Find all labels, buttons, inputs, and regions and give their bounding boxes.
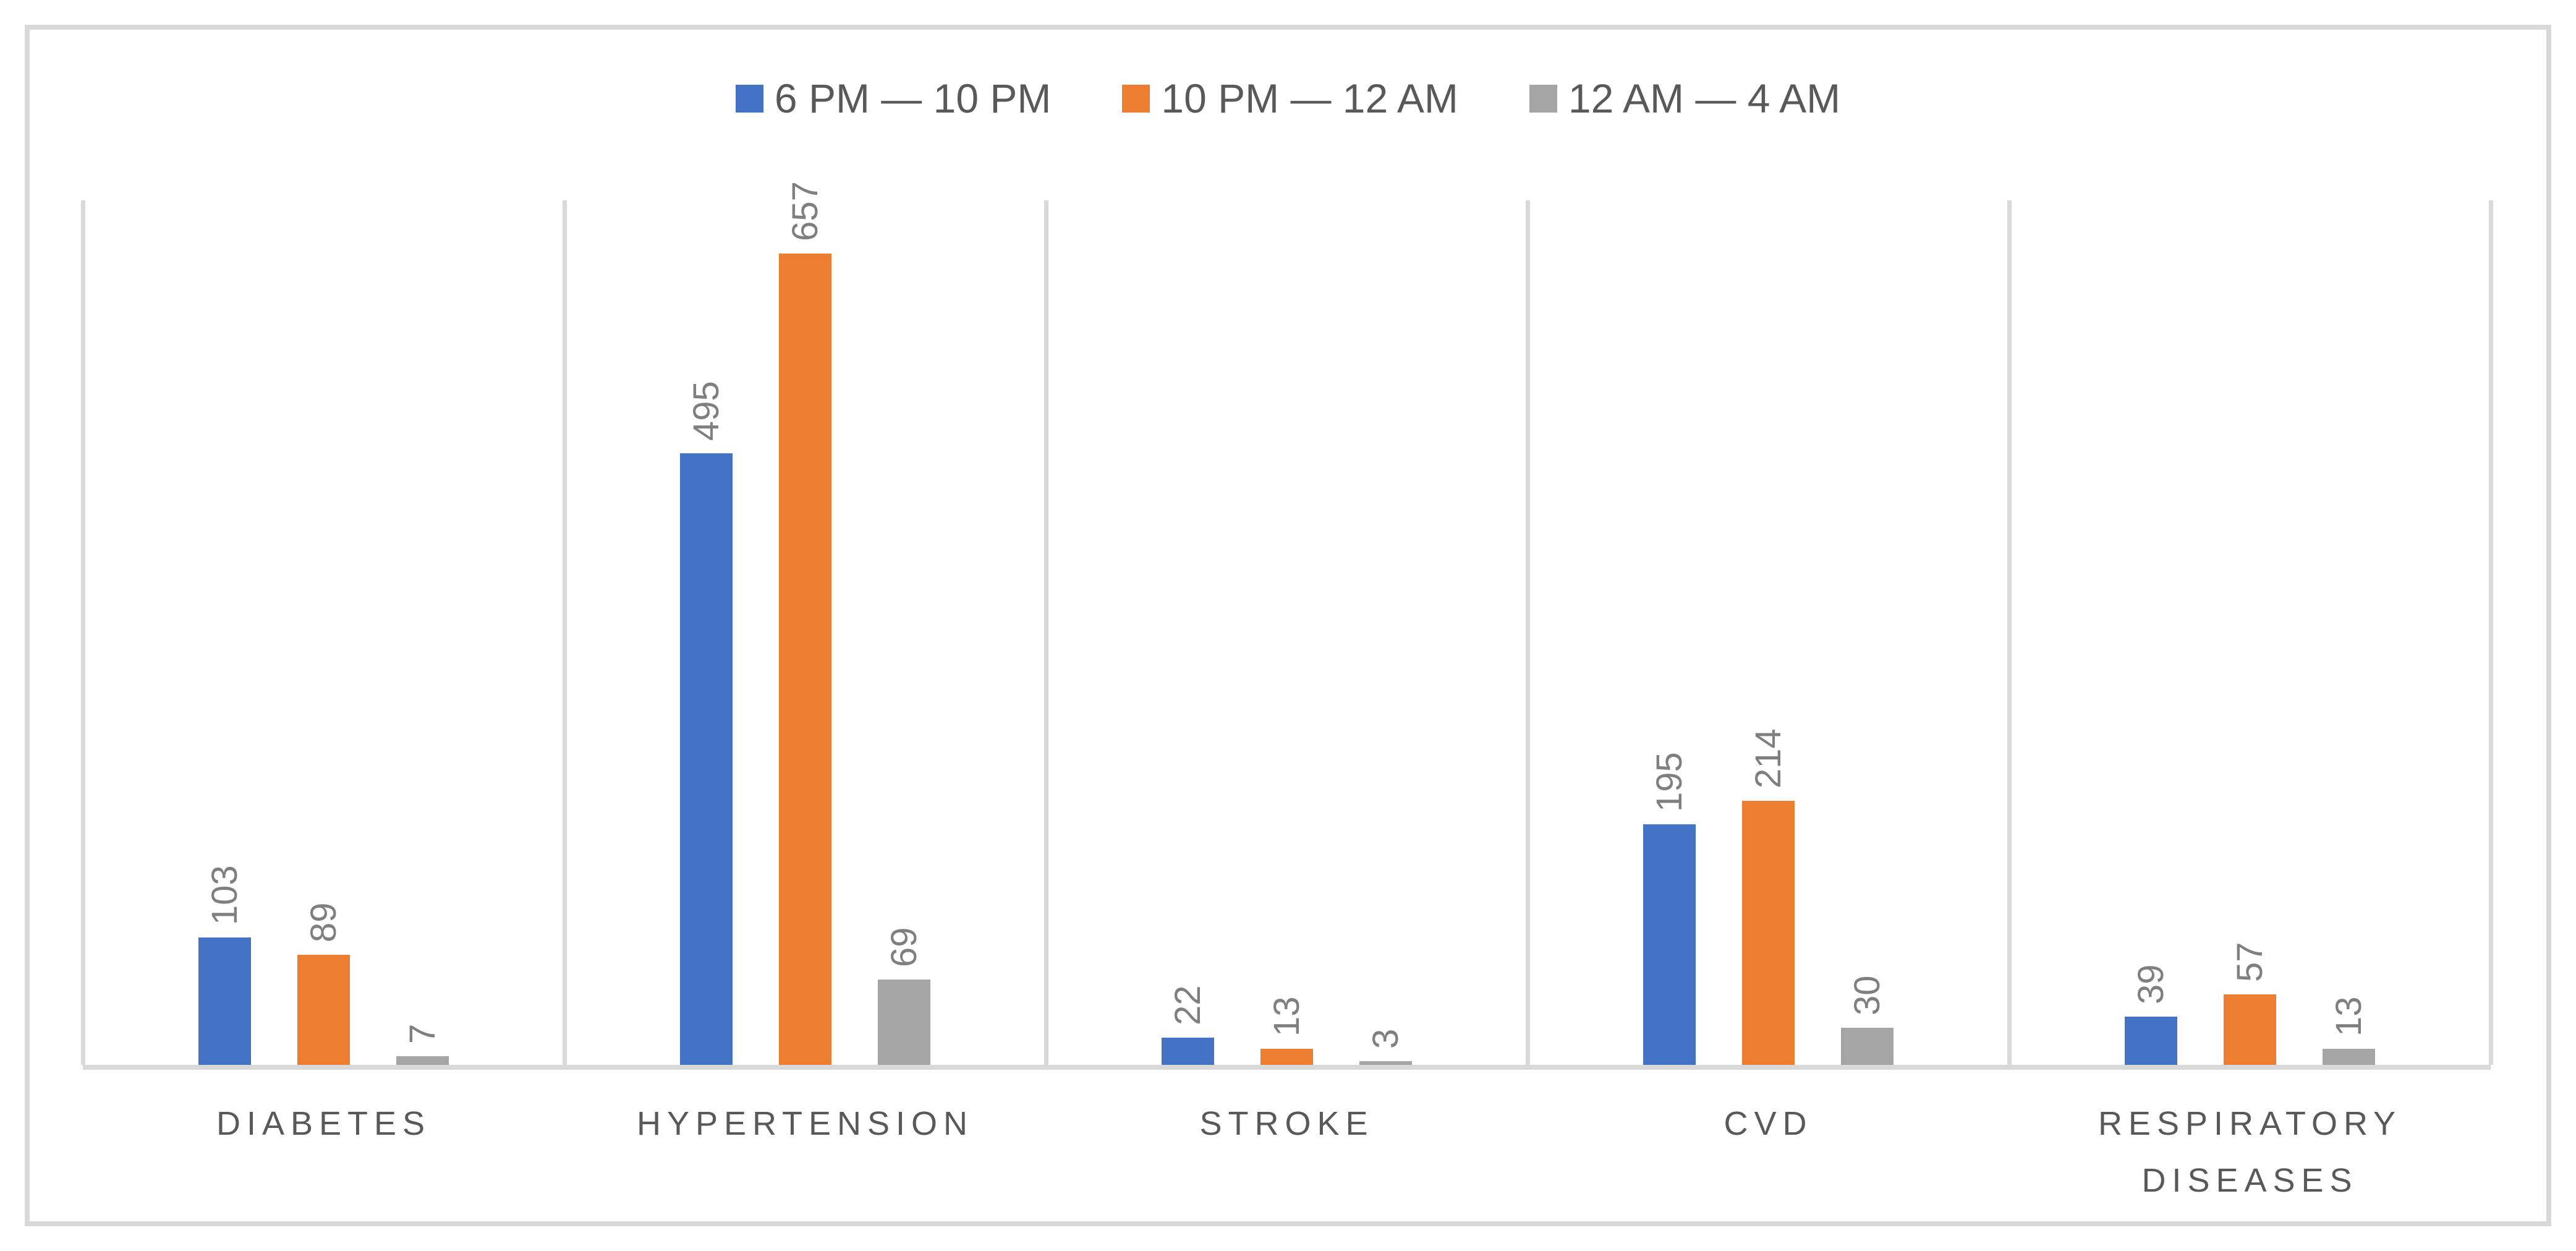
- legend-label: 6 PM — 10 PM: [774, 75, 1052, 121]
- bar-value-label-hypertension-10-pm-12-am: 657: [784, 181, 825, 241]
- bar-value-label-hypertension-6-pm-10-pm: 495: [686, 381, 726, 441]
- legend-swatch-icon: [1122, 85, 1150, 113]
- legend-label: 10 PM — 12 AM: [1161, 75, 1458, 121]
- bar-respiratory-diseases-6-pm-10-pm: [2125, 1017, 2177, 1065]
- category-gridline: [1044, 200, 1048, 1065]
- bar-value-label-cvd-10-pm-12-am: 214: [1748, 728, 1788, 788]
- category-label-hypertension: HYPERTENSION: [636, 1105, 974, 1142]
- bar-diabetes-6-pm-10-pm: [198, 937, 251, 1065]
- bar-cvd-10-pm-12-am: [1742, 801, 1795, 1065]
- bar-hypertension-12-am-4-am: [878, 980, 930, 1065]
- bar-stroke-10-pm-12-am: [1260, 1049, 1313, 1065]
- x-axis-line: [83, 1065, 2491, 1070]
- category-label-diabetes: DIABETES: [216, 1105, 431, 1142]
- category-gridline: [2488, 200, 2493, 1065]
- bar-value-label-diabetes-10-pm-12-am: 89: [303, 902, 344, 942]
- chart-legend: 6 PM — 10 PM 10 PM — 12 AM 12 AM — 4 AM: [25, 75, 2551, 122]
- category-label-cvd: CVD: [1724, 1105, 1813, 1142]
- bar-respiratory-diseases-12-am-4-am: [2323, 1049, 2375, 1065]
- category-gridline: [80, 200, 85, 1065]
- category-gridline: [2007, 200, 2012, 1065]
- bar-stroke-12-am-4-am: [1359, 1061, 1412, 1065]
- legend-label: 12 AM — 4 AM: [1568, 75, 1841, 121]
- bar-hypertension-6-pm-10-pm: [680, 453, 733, 1065]
- bar-cvd-6-pm-10-pm: [1643, 824, 1696, 1065]
- bar-diabetes-12-am-4-am: [396, 1056, 449, 1065]
- bar-value-label-stroke-10-pm-12-am: 13: [1266, 996, 1307, 1036]
- bar-hypertension-10-pm-12-am: [779, 254, 831, 1065]
- bar-value-label-cvd-6-pm-10-pm: 195: [1649, 752, 1690, 812]
- bar-value-label-diabetes-6-pm-10-pm: 103: [204, 865, 245, 925]
- category-label-stroke: STROKE: [1199, 1105, 1374, 1142]
- legend-swatch-icon: [1529, 85, 1557, 113]
- bar-diabetes-10-pm-12-am: [297, 955, 350, 1065]
- bar-value-label-diabetes-12-am-4-am: 7: [402, 1023, 443, 1044]
- bar-value-label-respiratory-diseases-6-pm-10-pm: 39: [2130, 964, 2171, 1004]
- legend-item-12-am-4-am: 12 AM — 4 AM: [1529, 75, 1840, 122]
- bar-value-label-respiratory-diseases-10-pm-12-am: 57: [2229, 942, 2270, 982]
- category-gridline: [1525, 200, 1530, 1065]
- bar-value-label-respiratory-diseases-12-am-4-am: 13: [2328, 996, 2369, 1036]
- bar-stroke-6-pm-10-pm: [1162, 1038, 1214, 1065]
- legend-item-6-pm-10-pm: 6 PM — 10 PM: [735, 75, 1052, 122]
- legend-item-10-pm-12-am: 10 PM — 12 AM: [1122, 75, 1458, 122]
- bar-value-label-stroke-12-am-4-am: 3: [1365, 1028, 1406, 1049]
- category-label-respiratory-diseases: RESPIRATORY DISEASES: [2098, 1105, 2402, 1199]
- category-gridline: [562, 200, 567, 1065]
- bar-cvd-12-am-4-am: [1841, 1028, 1894, 1065]
- bar-value-label-hypertension-12-am-4-am: 69: [883, 927, 924, 967]
- bar-respiratory-diseases-10-pm-12-am: [2224, 994, 2276, 1065]
- legend-swatch-icon: [735, 85, 763, 113]
- bar-value-label-stroke-6-pm-10-pm: 22: [1167, 985, 1208, 1025]
- bar-value-label-cvd-12-am-4-am: 30: [1847, 975, 1887, 1015]
